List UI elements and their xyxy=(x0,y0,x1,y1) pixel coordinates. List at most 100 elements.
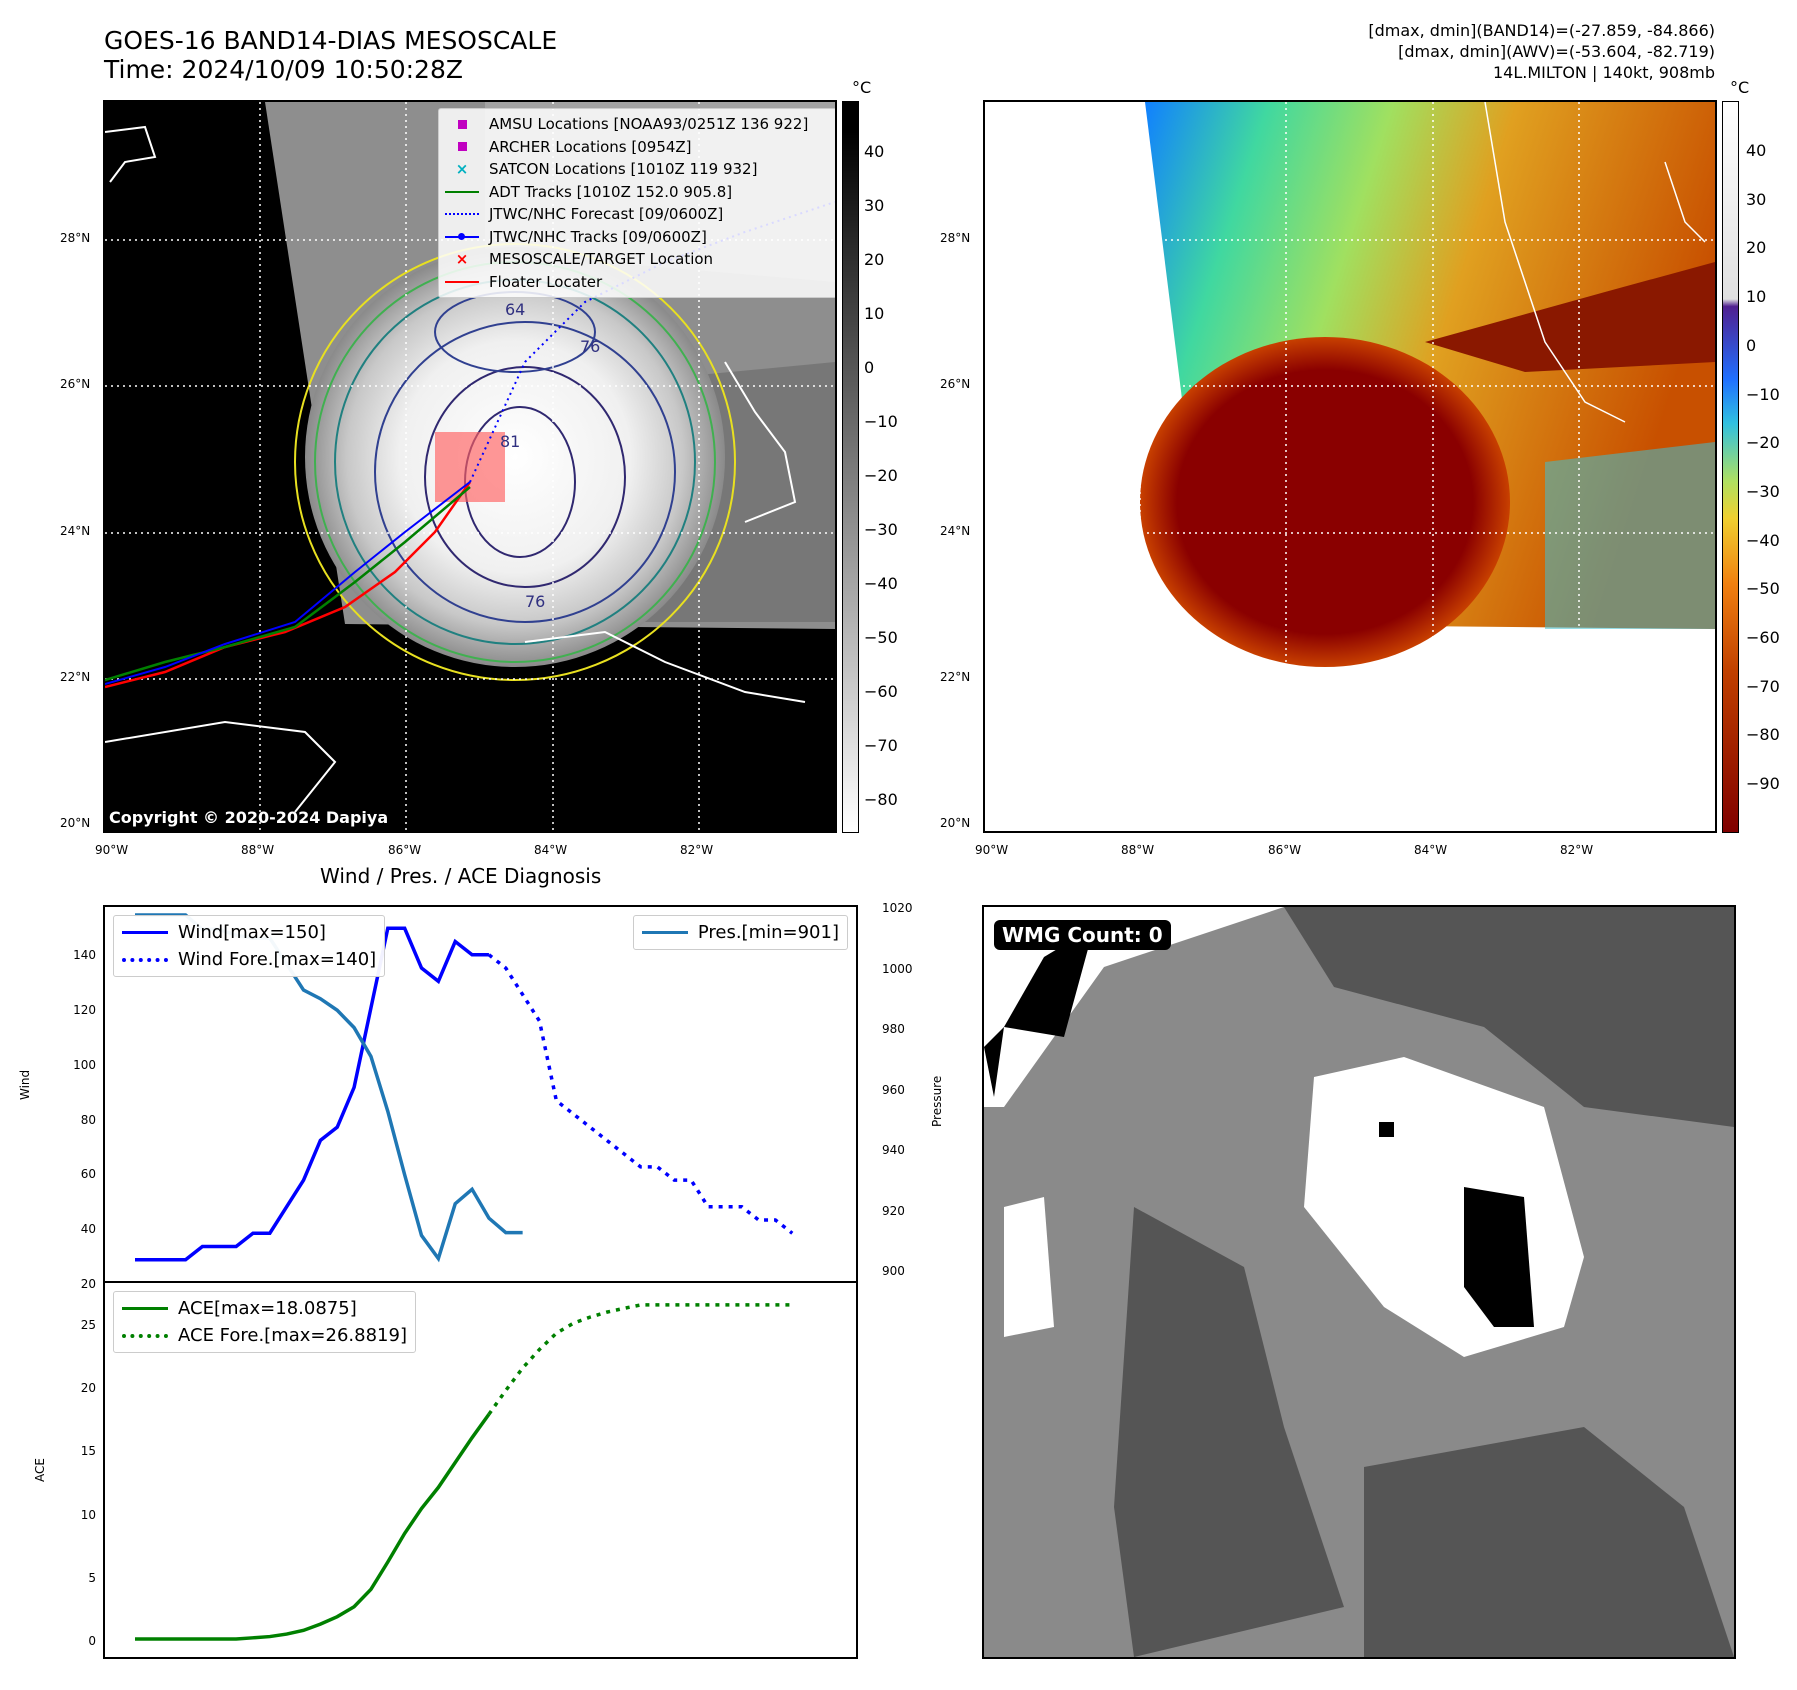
ir-map-panel: 76 64 81 76 Copyright © 2020-2024 Dapiya… xyxy=(103,100,837,833)
right-colorbar-tick: −30 xyxy=(1746,481,1780,501)
pressure-y-tick: 1000 xyxy=(882,961,913,976)
figure-title: GOES-16 BAND14-DIAS MESOSCALE Time: 2024… xyxy=(104,26,557,84)
info-line2: [dmax, dmin](AWV)=(-53.604, -82.719) xyxy=(1398,42,1715,61)
series-line-0 xyxy=(135,1413,491,1641)
contour-label-3: 81 xyxy=(500,432,520,451)
pressure-y-tick: 1020 xyxy=(882,901,913,915)
ace-y-tick: 25 xyxy=(80,1318,96,1332)
right-colorbar-tick: −10 xyxy=(1746,384,1780,404)
right-colorbar-unit: °C xyxy=(1730,78,1750,97)
pressure-y-tick: 960 xyxy=(882,1082,905,1097)
legend-item-floater: Floater Locater xyxy=(445,271,830,294)
legend-item-forecast: JTWC/NHC Forecast [09/0600Z] xyxy=(445,203,830,226)
wind-y-tick: 120 xyxy=(73,1002,96,1017)
right-lat-26: 26°N xyxy=(940,377,971,391)
legend-ace-fore: ACE Fore.[max=26.8819] xyxy=(122,1322,407,1349)
legend-item-adt: ADT Tracks [1010Z 152.0 905.8] xyxy=(445,181,830,204)
left-lat-20: 20°N xyxy=(60,816,91,830)
ace-legend: ACE[max=18.0875] ACE Fore.[max=26.8819] xyxy=(113,1291,416,1353)
right-colorbar-tick: −70 xyxy=(1746,676,1780,696)
series-line-0 xyxy=(135,926,489,1262)
wmg-count-badge: WMG Count: 0 xyxy=(994,920,1171,950)
right-lon-88: 88°W xyxy=(1121,843,1155,857)
undefined-tick: −60 xyxy=(864,682,898,701)
wind-legend: Wind[max=150] Wind Fore.[max=140] xyxy=(113,915,386,977)
left-colorbar-unit: °C xyxy=(852,78,872,97)
undefined-tick: −10 xyxy=(864,412,898,431)
ace-y-tick: 10 xyxy=(80,1507,96,1522)
contour-label-4: 76 xyxy=(525,592,545,611)
left-lon-82: 82°W xyxy=(680,843,714,857)
pressure-ylabel: Pressure xyxy=(930,1075,944,1127)
contour-label-1: 76 xyxy=(580,337,600,356)
undefined-tick: −70 xyxy=(864,736,898,755)
wmg-panel xyxy=(982,905,1736,1659)
legend-ace: ACE[max=18.0875] xyxy=(122,1295,407,1322)
right-lon-90: 90°W xyxy=(975,843,1009,857)
wind-y-tick: 100 xyxy=(73,1057,96,1072)
left-lon-90: 90°W xyxy=(95,843,129,857)
right-colorbar-tick: −50 xyxy=(1746,579,1780,599)
ace-chart: ACE[max=18.0875] ACE Fore.[max=26.8819] xyxy=(103,1281,858,1659)
right-lat-20: 20°N xyxy=(940,816,971,830)
left-lat-24: 24°N xyxy=(60,524,91,538)
legend-item-archer: ARCHER Locations [0954Z] xyxy=(445,136,830,159)
right-colorbar-tick: −80 xyxy=(1746,725,1780,745)
legend-item-satcon: × SATCON Locations [1010Z 119 932] xyxy=(455,160,758,179)
series-line-1 xyxy=(487,953,794,1235)
ace-plot xyxy=(135,1303,793,1641)
right-colorbar-tick: 20 xyxy=(1746,238,1767,258)
right-colorbar-tick: −60 xyxy=(1746,628,1780,647)
right-colorbar-tick: −40 xyxy=(1746,530,1780,550)
undefined-tick: −40 xyxy=(864,574,898,593)
undefined-tick: 10 xyxy=(864,304,885,323)
pressure-y-tick: 980 xyxy=(882,1022,905,1036)
undefined-tick: 0 xyxy=(864,358,875,377)
undefined-tick: 30 xyxy=(864,196,885,215)
left-lon-86: 86°W xyxy=(388,843,422,857)
right-colorbar-tick: 0 xyxy=(1746,335,1757,355)
pressure-y-tick: 920 xyxy=(882,1203,905,1218)
contour-label-2: 64 xyxy=(505,300,525,319)
right-lat-28: 28°N xyxy=(940,231,971,245)
undefined-tick: 20 xyxy=(864,250,885,269)
wind-y-tick: 80 xyxy=(80,1112,96,1127)
right-colorbar-tick: 30 xyxy=(1746,189,1767,209)
right-lon-84: 84°W xyxy=(1414,843,1448,857)
wind-y-tick: 40 xyxy=(80,1222,96,1237)
ace-ylabel: ACE xyxy=(33,1458,47,1482)
diag-title: Wind / Pres. / ACE Diagnosis xyxy=(320,864,602,888)
legend-item-target: × MESOSCALE/TARGET Location xyxy=(455,250,714,269)
pres-legend: Pres.[min=901] xyxy=(632,915,848,950)
title-line2: Time: 2024/10/09 10:50:28Z xyxy=(104,55,463,84)
undefined-tick: 40 xyxy=(864,142,885,161)
ace-y-tick: 0 xyxy=(88,1634,96,1648)
left-lon-88: 88°W xyxy=(241,843,275,857)
ace-y-tick: 15 xyxy=(80,1444,96,1459)
legend-item-amsu: AMSU Locations [NOAA93/0251Z 136 922] xyxy=(445,113,830,136)
map-legend: AMSU Locations [NOAA93/0251Z 136 922] AR… xyxy=(438,108,835,298)
info-line3: 14L.MILTON | 140kt, 908mb xyxy=(1492,63,1715,82)
undefined-tick: −20 xyxy=(864,466,898,485)
legend-item-tracks: JTWC/NHC Tracks [09/0600Z] xyxy=(445,226,830,249)
wind-y-tick: 20 xyxy=(80,1277,96,1291)
series-line-1 xyxy=(487,1303,793,1416)
right-lon-86: 86°W xyxy=(1268,843,1302,857)
title-line1: GOES-16 BAND14-DIAS MESOSCALE xyxy=(104,26,558,55)
undefined-tick: −80 xyxy=(864,790,898,809)
pressure-y-tick: 900 xyxy=(882,1264,905,1278)
awv-map-panel xyxy=(983,100,1717,833)
left-lat-28: 28°N xyxy=(60,231,91,245)
info-line1: [dmax, dmin](BAND14)=(-27.859, -84.866) xyxy=(1368,21,1715,40)
legend-wind: Wind[max=150] xyxy=(122,919,376,946)
ace-y-tick: 5 xyxy=(88,1570,96,1585)
left-colorbar xyxy=(842,101,859,833)
undefined-tick: −30 xyxy=(864,520,898,539)
wind-ylabel: Wind xyxy=(18,1069,32,1100)
pressure-y-tick: 940 xyxy=(882,1143,905,1157)
copyright-text: Copyright © 2020-2024 Dapiya xyxy=(109,808,389,827)
left-lon-84: 84°W xyxy=(534,843,568,857)
left-lat-22: 22°N xyxy=(60,670,91,684)
legend-wind-fore: Wind Fore.[max=140] xyxy=(122,946,376,973)
right-colorbar-tick: 10 xyxy=(1746,287,1767,307)
